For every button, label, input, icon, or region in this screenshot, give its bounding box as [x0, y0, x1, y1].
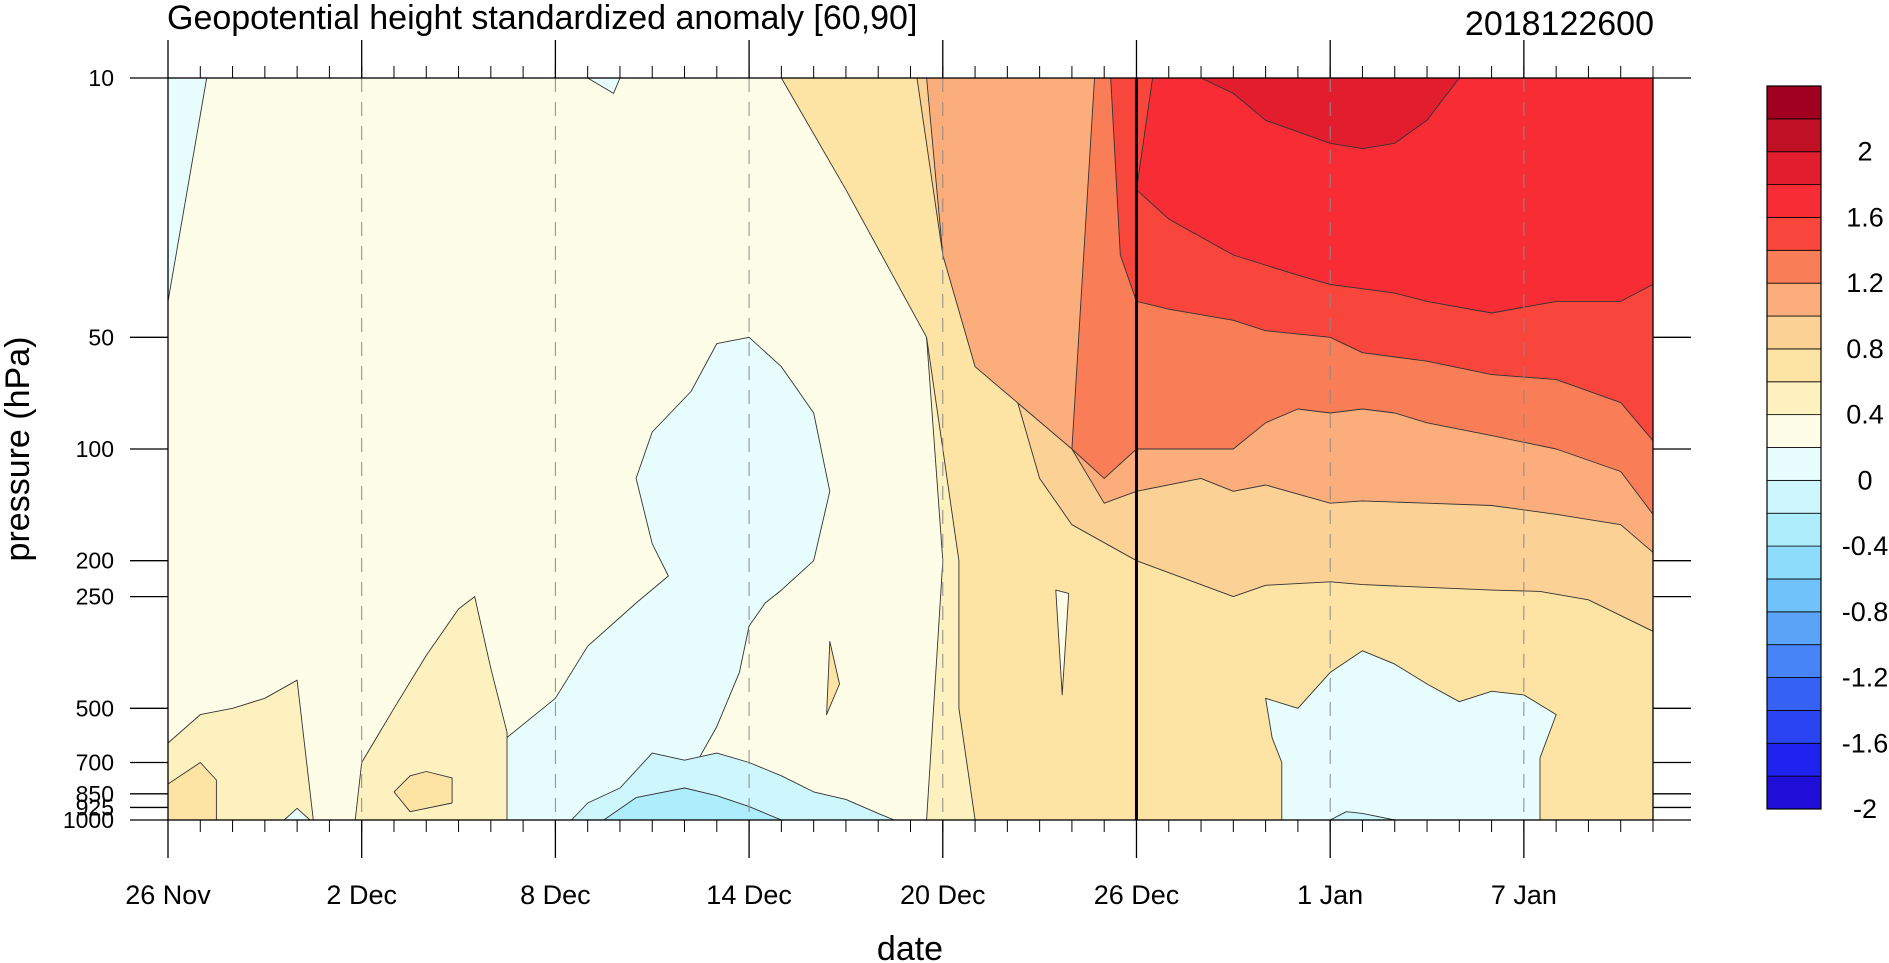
contour-region	[1329, 811, 1396, 820]
colorbar-swatch	[1766, 677, 1822, 711]
x-tick-label: 26 Dec	[1094, 880, 1180, 910]
contour-region	[826, 640, 840, 716]
colorbar-swatch	[1766, 479, 1822, 514]
y-tick-label: 100	[76, 436, 114, 462]
colorbar-swatch	[1766, 578, 1822, 613]
contour-region	[393, 771, 453, 813]
y-tick-label: 925	[76, 794, 114, 820]
colorbar-frame	[1766, 85, 1822, 810]
colorbar-swatch	[1766, 710, 1822, 744]
x-tick-label: 2 Dec	[326, 880, 397, 910]
contour-region	[1055, 589, 1070, 696]
x-tick-label: 14 Dec	[706, 880, 792, 910]
x-tick-label: 20 Dec	[900, 880, 986, 910]
colorbar-label: -1.2	[1842, 663, 1889, 693]
contour-region	[587, 78, 621, 94]
colorbar-swatch	[1766, 85, 1822, 120]
colorbar-label: -1.6	[1842, 728, 1889, 758]
colorbar-swatch	[1766, 545, 1822, 580]
contour-region	[354, 596, 508, 820]
colorbar-swatch	[1766, 742, 1822, 777]
contour-region	[603, 787, 782, 820]
y-tick-label: 500	[76, 695, 114, 721]
colorbar-swatch	[1766, 447, 1822, 481]
colorbar-swatch	[1766, 512, 1822, 547]
y-tick-label: 50	[88, 324, 114, 350]
colorbar-label: 0.8	[1846, 334, 1884, 364]
y-axis-title: pressure (hPa)	[0, 337, 37, 562]
colorbar-swatch	[1766, 118, 1822, 153]
colorbar-swatch	[1766, 151, 1822, 185]
colorbar-swatch	[1766, 217, 1822, 251]
colorbar-label: -0.4	[1842, 531, 1889, 561]
colorbar-swatch	[1766, 282, 1822, 317]
y-tick-label: 200	[76, 548, 114, 574]
colorbar-label: 0.4	[1846, 400, 1884, 430]
colorbar-swatch	[1766, 381, 1822, 416]
y-tick-label: 250	[76, 584, 114, 610]
colorbar-label: 1.6	[1846, 202, 1884, 232]
contour-region	[283, 807, 311, 820]
x-tick-label: 1 Jan	[1297, 880, 1363, 910]
y-tick-label: 1000	[63, 807, 114, 833]
y-tick-label: 850	[76, 781, 114, 807]
x-tick-label: 26 Nov	[125, 880, 211, 910]
colorbar-label: -2	[1853, 794, 1877, 824]
colorbar-label: 0	[1857, 465, 1872, 495]
colorbar-swatch	[1766, 249, 1822, 284]
colorbar-swatch	[1766, 348, 1822, 383]
contour-region	[1265, 650, 1557, 820]
chart-title: Geopotential height standardized anomaly…	[167, 0, 917, 37]
y-tick-label: 10	[88, 65, 114, 91]
colorbar-swatch	[1766, 611, 1822, 646]
colorbar-swatch	[1766, 775, 1822, 810]
colorbar-label: -0.8	[1842, 597, 1889, 627]
chart-date-stamp: 2018122600	[1465, 5, 1654, 43]
colorbar-swatch	[1766, 184, 1822, 218]
colorbar-swatch	[1766, 644, 1822, 678]
x-axis-title: date	[877, 930, 943, 963]
contour-region	[168, 78, 208, 302]
colorbar-label: 1.2	[1846, 268, 1884, 298]
contour-region	[168, 762, 217, 820]
x-tick-label: 7 Jan	[1491, 880, 1557, 910]
colorbar-swatch	[1766, 414, 1822, 448]
colorbar-swatch	[1766, 315, 1822, 350]
contour-region	[409, 336, 831, 820]
colorbar-label: 2	[1857, 137, 1872, 167]
x-tick-label: 8 Dec	[520, 880, 591, 910]
y-tick-label: 700	[76, 750, 114, 776]
colorbar: 2 1.6 1.2 0.8 0.4 0 -0.4 -0.8 -1.2 -1.6 -2	[1766, 85, 1889, 824]
